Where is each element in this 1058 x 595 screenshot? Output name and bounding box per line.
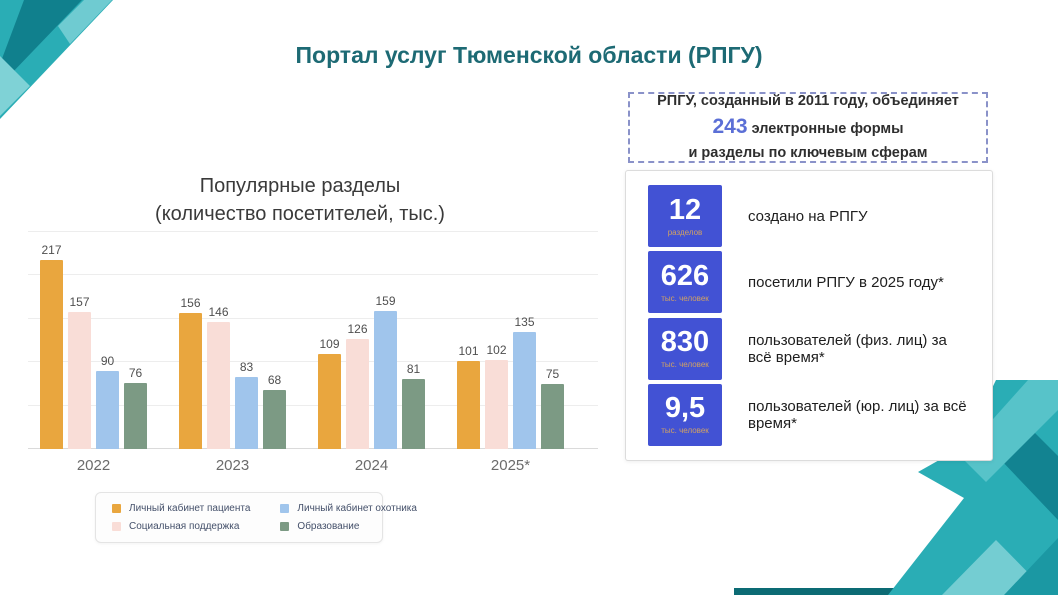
stat-unit: разделов — [667, 227, 703, 237]
bar: 217 — [40, 243, 63, 449]
stats-card: 12 разделов создано на РПГУ 626 тыс. человек… — [625, 170, 993, 461]
info-box-line1: РПГУ, созданный в 2011 году, объединяет — [657, 93, 959, 110]
bar-value-label: 81 — [406, 361, 421, 376]
stat-row: 12 разделов создано на РПГУ — [648, 185, 970, 247]
info-box-highlight-number: 243 — [712, 115, 748, 139]
bar-value-label: 68 — [267, 372, 282, 387]
legend-label: Образование — [297, 521, 360, 532]
bar-value-label: 90 — [100, 353, 115, 368]
info-box-line2: 243 электронные формы — [630, 112, 986, 142]
x-axis-category-label: 2022 — [76, 457, 111, 474]
legend-item: Личный кабинет пациента — [112, 503, 250, 514]
stat-label: пользователей (физ. лиц) за всё время* — [748, 331, 947, 366]
legend-swatch-icon — [280, 504, 290, 513]
bar-value-label: 102 — [486, 343, 507, 358]
stat-value: 12 — [668, 193, 702, 226]
x-axis-category-label: 2025* — [490, 457, 531, 474]
stat-row: 830 тыс. человек пользователей (физ. лиц) … — [648, 317, 970, 380]
stat-unit: тыс. человек — [661, 426, 709, 436]
gridline — [28, 404, 598, 406]
page-title: Портал услуг Тюменской области (РПГУ) — [295, 42, 763, 68]
bar-value-label: 83 — [239, 359, 254, 374]
bar: 157 — [68, 295, 91, 449]
bar-value-label: 156 — [180, 296, 201, 311]
stat-value: 830 — [660, 326, 710, 359]
bar: 109 — [318, 337, 341, 449]
bar-value-label: 135 — [514, 314, 535, 329]
info-box: РПГУ, созданный в 2011 году, объединяет … — [628, 92, 988, 163]
stat-unit: тыс. человек — [661, 293, 709, 303]
legend-label: Социальная поддержка — [129, 521, 240, 532]
bar-value-label: 75 — [545, 366, 560, 381]
bar: 156 — [179, 296, 202, 449]
legend-item: Социальная поддержка — [112, 521, 250, 532]
chart-title-line1: Популярные разделы — [199, 175, 401, 197]
legend-swatch-icon — [112, 522, 121, 531]
stat-unit: тыс. человек — [661, 360, 709, 370]
gridline — [28, 274, 598, 275]
bar: 68 — [263, 373, 286, 449]
bar: 83 — [235, 360, 258, 449]
x-axis-category-label: 2023 — [215, 457, 250, 474]
stat-value: 9,5 — [664, 392, 706, 425]
stat-tile: 12 разделов — [648, 185, 722, 247]
stat-row: 9,5 тыс. человек пользователей (юр. лиц) з… — [648, 383, 970, 446]
bar-value-label: 126 — [347, 322, 368, 337]
stat-label: посетили РПГУ в 2025 году* — [748, 273, 944, 291]
x-axis-baseline — [28, 448, 598, 449]
legend-item: Личный кабинет охотника — [280, 503, 417, 514]
chart-title-line2: (количество посетителей, тыс.) — [155, 203, 445, 225]
bar-value-label: 109 — [319, 337, 340, 352]
gridline — [28, 361, 598, 362]
bar: 126 — [346, 322, 369, 449]
legend-swatch-icon — [112, 504, 121, 513]
gridline — [28, 317, 598, 319]
bar: 101 — [457, 344, 480, 449]
bar-value-label: 217 — [41, 243, 62, 258]
corner-decoration-bottom-right-icon — [734, 380, 1058, 595]
bar: 90 — [96, 354, 119, 449]
bar: 102 — [485, 343, 508, 449]
stat-tile: 9,5 тыс. человек — [648, 383, 722, 446]
bar-value-label: 146 — [208, 304, 229, 319]
legend-swatch-icon — [280, 522, 290, 531]
stat-tile: 830 тыс. человек — [648, 317, 722, 380]
bar-chart-plot: 217 157 90 76 2022 156 146 83 68 2023 109 126 159 81 2… — [28, 230, 598, 474]
x-axis-category-label: 2024 — [354, 457, 389, 474]
bar: 76 — [124, 366, 147, 449]
legend-label: Личный кабинет пациента — [129, 503, 251, 514]
bar: 159 — [374, 294, 397, 449]
chart-title: Популярные разделы (количество посетител… — [70, 172, 530, 228]
info-box-line2-rest: электронные формы — [747, 121, 904, 138]
bar-value-label: 157 — [69, 295, 90, 310]
bar-value-label: 159 — [375, 293, 396, 308]
stat-label: создано на РПГУ — [748, 207, 868, 225]
gridline — [28, 230, 598, 232]
bar: 135 — [513, 315, 536, 449]
stat-label: пользователей (юр. лиц) за всё время* — [748, 397, 967, 432]
bar: 75 — [541, 367, 564, 449]
stat-row: 626 тыс. человек посетили РПГУ в 2025 году… — [648, 251, 970, 314]
legend-item: Образование — [280, 521, 417, 532]
bar: 146 — [207, 305, 230, 449]
legend-label: Личный кабинет охотника — [297, 503, 417, 514]
bar-value-label: 101 — [458, 344, 479, 359]
bar-value-label: 76 — [128, 365, 143, 380]
stat-value: 626 — [660, 259, 710, 292]
info-box-line3: и разделы по ключевым сферам — [688, 144, 928, 161]
stat-tile: 626 тыс. человек — [648, 251, 722, 314]
bar: 81 — [402, 362, 425, 449]
chart-legend: Личный кабинет пациента Социальная поддер… — [95, 492, 417, 543]
corner-decoration-top-left-icon — [0, 0, 113, 119]
